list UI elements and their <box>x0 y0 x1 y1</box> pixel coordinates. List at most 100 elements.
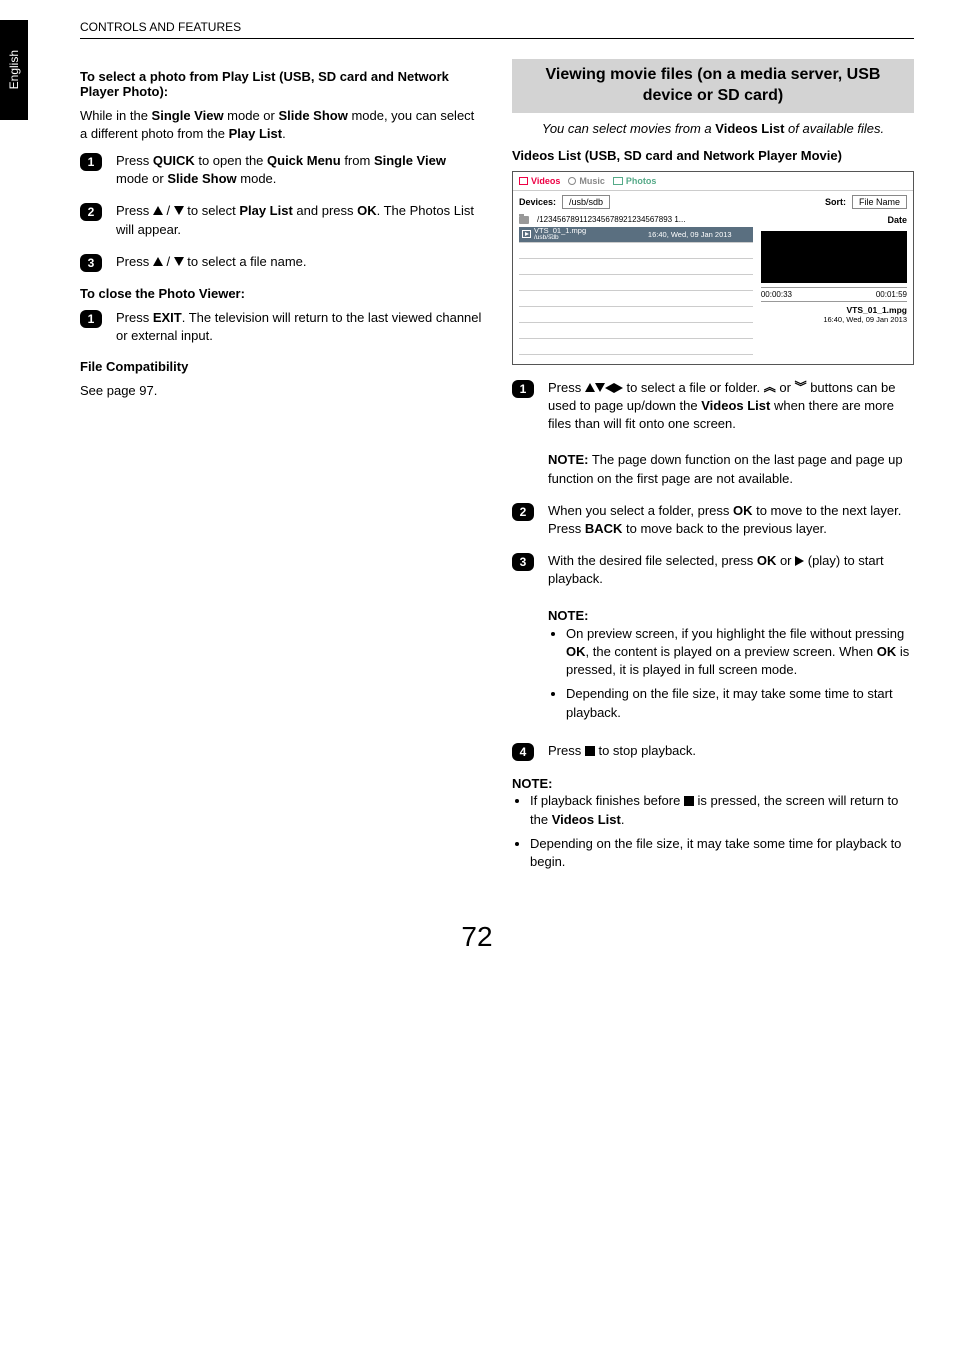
t: BACK <box>585 521 623 536</box>
close-step-body: Press EXIT. The television will return t… <box>116 309 482 345</box>
t: On preview screen, if you highlight the … <box>566 626 904 641</box>
t: Press <box>116 203 153 218</box>
videos-list-panel: Videos Music Photos Devices: /usb/sdb <box>512 171 914 365</box>
t: Videos List <box>552 812 621 827</box>
sort-label: Sort: <box>825 197 846 207</box>
page-header: CONTROLS AND FEATURES <box>80 20 914 39</box>
panel-path-row: /123456789112345678921234567893 1... Dat… <box>513 213 913 227</box>
r-step-4: 4 Press to stop playback. <box>512 742 914 761</box>
t: While in the <box>80 108 152 123</box>
panel-controls-row: Devices: /usb/sdb Sort: File Name <box>513 191 913 213</box>
preview-pane: 00:00:33 00:01:59 VTS_01_1.mpg 16:40, We… <box>761 227 907 364</box>
r-step-2-body: When you select a folder, press OK to mo… <box>548 502 914 538</box>
side-language-tab: English <box>0 20 28 120</box>
t: from <box>341 153 374 168</box>
tab-videos[interactable]: Videos <box>519 176 560 186</box>
t: When you select a folder, press <box>548 503 733 518</box>
side-language-text: English <box>7 50 21 89</box>
panel-tabs: Videos Music Photos <box>513 172 913 191</box>
step-badge-3: 3 <box>512 553 534 571</box>
step-2-body: Press / to select Play List and press OK… <box>116 202 482 238</box>
t: . <box>282 126 286 141</box>
t: Press <box>116 153 153 168</box>
devices-select[interactable]: /usb/sdb <box>562 195 610 209</box>
t: to stop playback. <box>595 743 696 758</box>
item-date: 16:40, Wed, 09 Jan 2013 <box>648 230 753 239</box>
list-item[interactable] <box>519 243 753 259</box>
t: / <box>163 203 174 218</box>
double-chevron-up-icon: ︽ <box>764 385 776 390</box>
list-item[interactable] <box>519 339 753 355</box>
tab-photos[interactable]: Photos <box>613 176 657 186</box>
note-heading: NOTE: <box>548 608 588 623</box>
r-step-2: 2 When you select a folder, press OK to … <box>512 502 914 538</box>
lead-text: You can select movies from a Videos List… <box>512 121 914 136</box>
page-number: 72 <box>40 921 914 953</box>
t: to move back to the previous layer. <box>622 521 827 536</box>
arrow-up-icon <box>585 383 595 392</box>
list-item[interactable] <box>519 275 753 291</box>
sort-select[interactable]: File Name <box>852 195 907 209</box>
list-item[interactable] <box>519 307 753 323</box>
t: . <box>621 812 625 827</box>
t: mode. <box>237 171 277 186</box>
list-item[interactable] <box>519 291 753 307</box>
t: and press <box>293 203 357 218</box>
preview-thumbnail <box>761 231 907 283</box>
t: Press <box>116 254 153 269</box>
t: mode or <box>224 108 279 123</box>
step-3: 3 Press / to select a file name. <box>80 253 482 272</box>
folder-icon <box>519 216 529 224</box>
note-list: If playback finishes before is pressed, … <box>512 792 914 871</box>
time-elapsed: 00:00:33 <box>761 290 792 299</box>
intro-text: While in the Single View mode or Slide S… <box>80 107 482 142</box>
t: EXIT <box>153 310 182 325</box>
time-total: 00:01:59 <box>876 290 907 299</box>
t: mode or <box>116 171 167 186</box>
t: OK <box>757 553 777 568</box>
t: Videos List <box>715 121 784 136</box>
stop-icon <box>684 796 694 806</box>
note-item: On preview screen, if you highlight the … <box>566 625 914 680</box>
note-item: If playback finishes before is pressed, … <box>530 792 914 828</box>
t: If playback finishes before <box>530 793 684 808</box>
t: Play List <box>229 126 282 141</box>
music-icon <box>568 177 576 185</box>
list-item[interactable] <box>519 259 753 275</box>
t: Single View <box>152 108 224 123</box>
t: Music <box>579 176 605 186</box>
step-badge-3: 3 <box>80 254 102 272</box>
heading-select-photo: To select a photo from Play List (USB, S… <box>80 69 482 99</box>
t: or <box>776 380 795 395</box>
t: Slide Show <box>278 108 347 123</box>
list-item-selected[interactable]: VTS_01_1.mpg /usb/sdb 16:40, Wed, 09 Jan… <box>519 227 753 243</box>
r-step-1-body: Press to select a file or folder. ︽ or ︾… <box>548 379 914 488</box>
step-badge-2: 2 <box>512 503 534 521</box>
list-item[interactable] <box>519 323 753 339</box>
t: Photos <box>626 176 657 186</box>
t: to open the <box>195 153 267 168</box>
t: QUICK <box>153 153 195 168</box>
t: Press <box>116 310 153 325</box>
note-heading: NOTE: <box>512 776 552 791</box>
t: to select a file or folder. <box>623 380 764 395</box>
file-list: VTS_01_1.mpg /usb/sdb 16:40, Wed, 09 Jan… <box>519 227 753 364</box>
heading-file-compat: File Compatibility <box>80 359 482 374</box>
note-item: Depending on the file size, it may take … <box>530 835 914 871</box>
t: OK <box>733 503 753 518</box>
video-icon <box>519 177 528 185</box>
t: OK <box>357 203 377 218</box>
preview-filename: VTS_01_1.mpg <box>761 305 907 315</box>
t: OK <box>877 644 897 659</box>
step-2: 2 Press / to select Play List and press … <box>80 202 482 238</box>
section-heading: Viewing movie files (on a media server, … <box>512 59 914 113</box>
t: Videos <box>531 176 560 186</box>
arrow-up-icon <box>153 257 163 266</box>
play-icon <box>522 230 531 238</box>
panel-body: VTS_01_1.mpg /usb/sdb 16:40, Wed, 09 Jan… <box>513 227 913 364</box>
step-badge-2: 2 <box>80 203 102 221</box>
photo-icon <box>613 177 623 185</box>
time-row: 00:00:33 00:01:59 <box>761 287 907 302</box>
step-1: 1 Press QUICK to open the Quick Menu fro… <box>80 152 482 188</box>
tab-music[interactable]: Music <box>568 176 605 186</box>
